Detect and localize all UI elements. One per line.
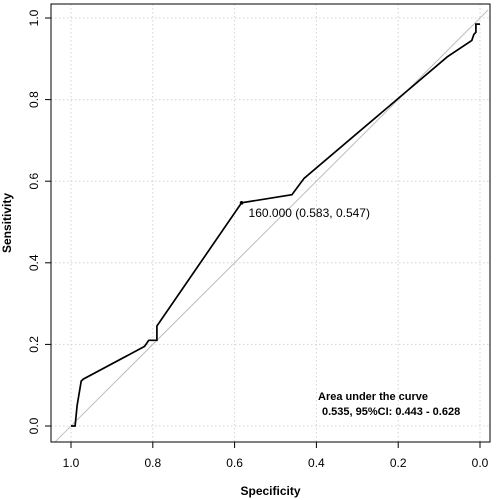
y-tick-label: 1.0	[27, 9, 41, 26]
auc-value: 0.535, 95%CI: 0.443 - 0.628	[322, 406, 460, 418]
y-tick-label: 0.4	[27, 254, 41, 271]
x-tick-label: 0.0	[472, 456, 489, 470]
roc-curve	[71, 23, 480, 427]
x-axis-title: Specificity	[240, 484, 300, 498]
threshold-label: 160.000 (0.583, 0.547)	[249, 206, 370, 220]
reference-diagonal	[54, 9, 489, 443]
grid-lines	[51, 4, 490, 442]
y-tick-label: 0.2	[27, 336, 41, 353]
x-tick-label: 0.2	[390, 456, 407, 470]
x-axis: 1.0 0.8 0.6 0.4 0.2 0.0	[63, 442, 489, 470]
y-tick-label: 0.6	[27, 173, 41, 190]
x-tick-label: 0.8	[144, 456, 161, 470]
plot-frame	[50, 3, 491, 443]
x-tick-label: 0.6	[226, 456, 243, 470]
y-tick-label: 0.8	[27, 91, 41, 108]
threshold-point	[239, 201, 244, 205]
y-axis-title: Sensitivity	[0, 193, 14, 253]
y-axis: 0.0 0.2 0.4 0.6 0.8 1.0	[27, 9, 51, 434]
auc-title: Area under the curve	[318, 391, 428, 403]
y-tick-label: 0.0	[27, 417, 41, 434]
x-tick-label: 0.4	[308, 456, 325, 470]
x-tick-label: 1.0	[63, 456, 80, 470]
